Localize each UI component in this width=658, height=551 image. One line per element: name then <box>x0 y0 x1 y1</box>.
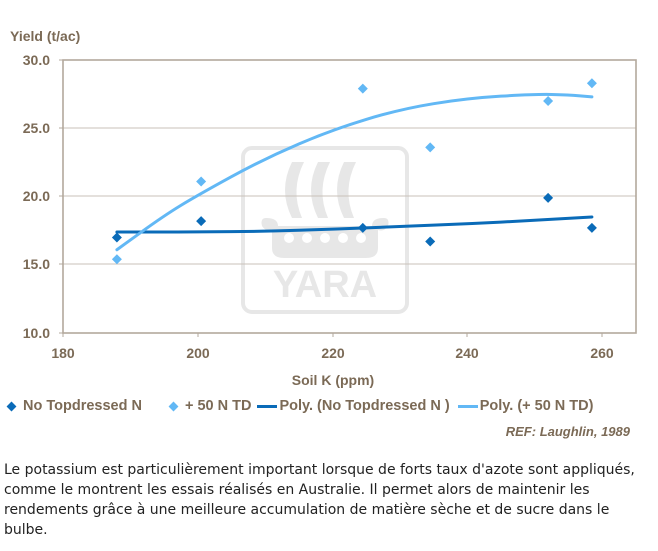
diamond-marker-icon <box>168 401 179 411</box>
data-point-diamond <box>586 222 597 233</box>
y-tick-label: 15.0 <box>23 256 50 272</box>
data-point-diamond <box>586 78 597 89</box>
data-point-diamond <box>196 216 207 227</box>
x-tick-label: 240 <box>455 345 479 361</box>
reference-note: REF: Laughlin, 1989 <box>505 424 630 439</box>
y-tick-label: 25.0 <box>23 120 50 136</box>
diamond-marker-icon <box>6 401 17 411</box>
data-point-diamond <box>111 232 122 243</box>
data-point-diamond <box>357 222 368 233</box>
legend-label: Poly. (+ 50 N TD) <box>479 398 594 414</box>
y-axis-title: Yield (t/ac) <box>10 28 80 44</box>
x-axis-title: Soil K (ppm) <box>292 372 374 388</box>
data-point-diamond <box>425 142 436 153</box>
legend-item-50-n-td: + 50 N TD <box>168 398 251 414</box>
x-tick-label: 220 <box>321 345 345 361</box>
x-tick-label: 200 <box>186 345 210 361</box>
caption-text: Le potassium est particulièrement import… <box>4 460 654 540</box>
watermark-text: YARA <box>273 264 377 306</box>
legend-item-poly-50-n-td: Poly. (+ 50 N TD) <box>457 398 594 414</box>
x-tick-labels: 180 200 220 240 260 <box>51 345 614 361</box>
yield-chart: YARA Yield (t/ac) Soil K (ppm) 30.0 25.0… <box>10 28 637 388</box>
line-swatch-icon <box>457 404 478 408</box>
line-swatch-icon <box>257 404 278 408</box>
legend-label: No Topdressed N <box>23 398 142 414</box>
y-axis-ticks <box>59 59 63 334</box>
caption-paragraph: Le potassium est particulièrement import… <box>4 462 635 538</box>
trendline <box>115 215 594 234</box>
data-point-diamond <box>543 95 554 106</box>
x-tick-label: 180 <box>51 345 75 361</box>
legend-label: + 50 N TD <box>184 398 252 414</box>
data-point-diamond <box>196 176 207 187</box>
chart-legend: No Topdressed N + 50 N TD Poly. (No Topd… <box>6 398 658 414</box>
trendline <box>115 92 594 252</box>
y-tick-label: 20.0 <box>23 188 50 204</box>
y-tick-label: 10.0 <box>23 325 50 341</box>
series-layer <box>111 78 597 265</box>
legend-item-poly-no-topdressed: Poly. (No Topdressed N ) <box>257 398 450 414</box>
x-tick-label: 260 <box>590 345 614 361</box>
x-axis-ticks <box>62 333 603 337</box>
data-point-diamond <box>543 192 554 203</box>
data-point-diamond <box>425 236 436 247</box>
data-point-diamond <box>357 83 368 94</box>
legend-label: Poly. (No Topdressed N ) <box>279 398 450 414</box>
y-tick-label: 30.0 <box>23 52 50 68</box>
legend-item-no-topdressed-n: No Topdressed N <box>6 398 142 414</box>
y-tick-labels: 30.0 25.0 20.0 15.0 10.0 <box>23 52 50 341</box>
data-point-diamond <box>111 254 122 265</box>
